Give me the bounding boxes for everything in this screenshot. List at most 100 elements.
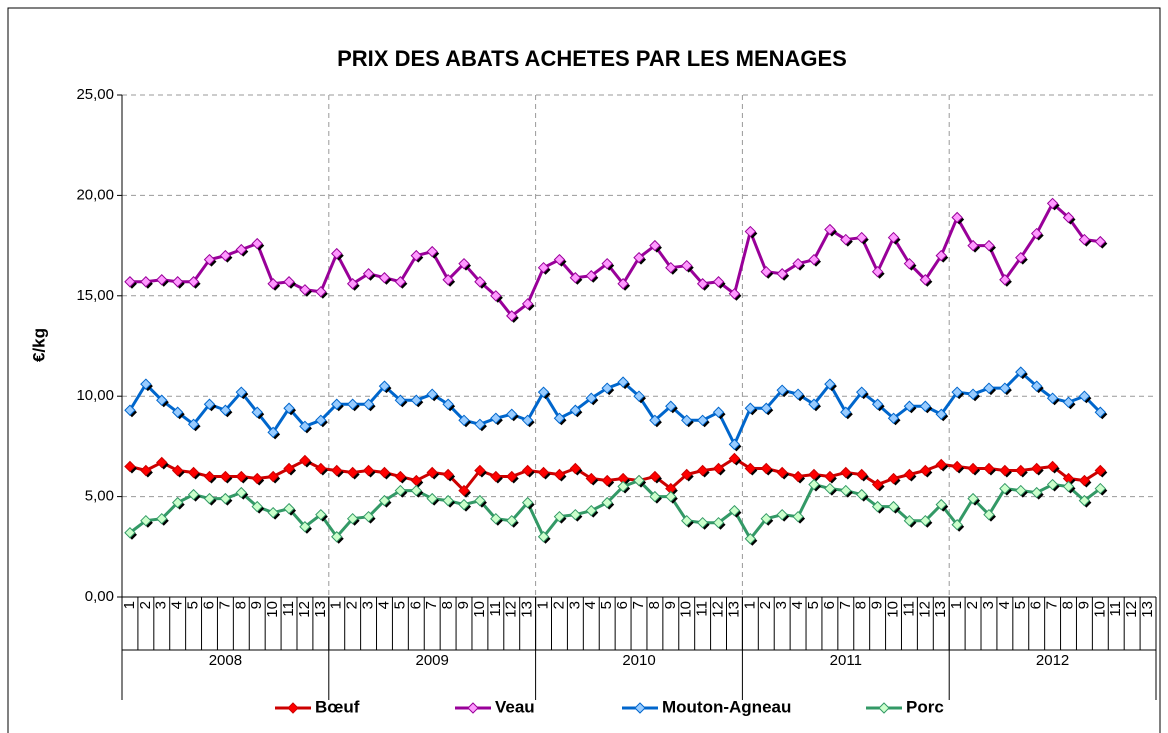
marker — [760, 512, 772, 525]
marker — [410, 394, 422, 406]
data-point — [378, 380, 392, 394]
data-point — [1062, 480, 1076, 494]
data-point — [171, 406, 185, 420]
x-tick-label: 3 — [566, 601, 583, 609]
marker — [887, 412, 900, 424]
data-point — [140, 514, 153, 528]
marker — [856, 488, 868, 501]
marker — [824, 470, 836, 483]
data-point — [219, 492, 233, 506]
marker — [951, 460, 963, 473]
data-point — [999, 482, 1012, 496]
x-tick-label: 13 — [725, 601, 742, 618]
marker — [442, 398, 454, 410]
data-point — [935, 498, 949, 512]
data-point — [267, 506, 281, 520]
marker — [569, 404, 582, 416]
marker — [1078, 233, 1091, 246]
data-point — [951, 211, 965, 225]
marker — [887, 500, 900, 513]
y-axis-label: €/kg — [29, 328, 48, 362]
marker — [171, 406, 184, 418]
x-tick-label: 9 — [455, 601, 472, 609]
data-point — [681, 468, 694, 482]
data-point — [267, 470, 281, 484]
data-point — [967, 492, 981, 506]
marker — [315, 286, 327, 298]
data-point — [394, 470, 408, 484]
data-point — [124, 404, 137, 418]
marker — [299, 454, 311, 467]
x-tick-label: 12 — [1123, 601, 1140, 618]
data-point — [887, 231, 901, 245]
x-tick-label: 11 — [900, 601, 917, 617]
marker — [490, 470, 502, 483]
marker — [490, 412, 502, 424]
data-point — [458, 414, 472, 428]
marker — [171, 464, 184, 477]
data-point — [569, 272, 583, 285]
marker — [633, 251, 645, 264]
marker — [728, 452, 741, 465]
marker — [426, 388, 438, 400]
data-point — [537, 531, 551, 544]
marker — [521, 298, 534, 310]
data-point — [856, 386, 869, 400]
marker — [840, 233, 852, 246]
data-point — [1062, 211, 1076, 225]
marker — [617, 278, 629, 290]
data-point — [951, 460, 965, 474]
marker — [792, 257, 804, 270]
data-point — [521, 496, 535, 510]
data-point — [203, 253, 217, 267]
data-point — [442, 398, 456, 412]
x-tick-label: 11 — [280, 601, 297, 617]
marker — [903, 468, 916, 481]
data-point — [474, 464, 487, 478]
legend-label: Veau — [495, 697, 535, 716]
marker — [617, 376, 629, 388]
marker — [983, 462, 995, 475]
marker — [999, 482, 1011, 495]
data-point — [919, 274, 933, 287]
marker — [171, 496, 184, 509]
data-point — [792, 388, 806, 402]
marker — [951, 519, 963, 531]
marker — [569, 508, 582, 521]
marker — [967, 492, 979, 505]
marker — [537, 531, 550, 543]
marker — [744, 462, 757, 475]
x-tick-label: 8 — [646, 601, 663, 609]
data-point — [792, 257, 806, 271]
marker — [728, 504, 741, 517]
data-point — [871, 500, 885, 514]
data-point — [887, 412, 901, 426]
marker — [171, 276, 184, 288]
y-tick-label: 15,00 — [76, 287, 114, 304]
data-point — [808, 478, 821, 492]
data-point — [919, 514, 933, 528]
data-point — [792, 470, 806, 484]
marker — [331, 531, 343, 543]
data-point — [983, 508, 996, 522]
x-tick-label: 12 — [916, 601, 933, 618]
data-point — [681, 259, 694, 273]
data-point — [585, 392, 599, 406]
x-tick-label: 6 — [821, 601, 838, 609]
data-point — [585, 270, 599, 283]
marker — [967, 462, 979, 475]
marker — [601, 257, 613, 270]
x-tick-label: 8 — [1059, 601, 1076, 609]
data-point — [506, 408, 519, 422]
data-point — [601, 474, 615, 488]
marker — [681, 259, 693, 272]
marker — [394, 276, 407, 288]
data-point — [983, 239, 996, 253]
marker — [378, 380, 391, 392]
data-point — [442, 274, 456, 287]
data-point — [346, 278, 360, 291]
data-point — [935, 408, 949, 422]
data-point — [1046, 197, 1060, 211]
data-point — [171, 496, 185, 510]
marker — [712, 462, 725, 475]
